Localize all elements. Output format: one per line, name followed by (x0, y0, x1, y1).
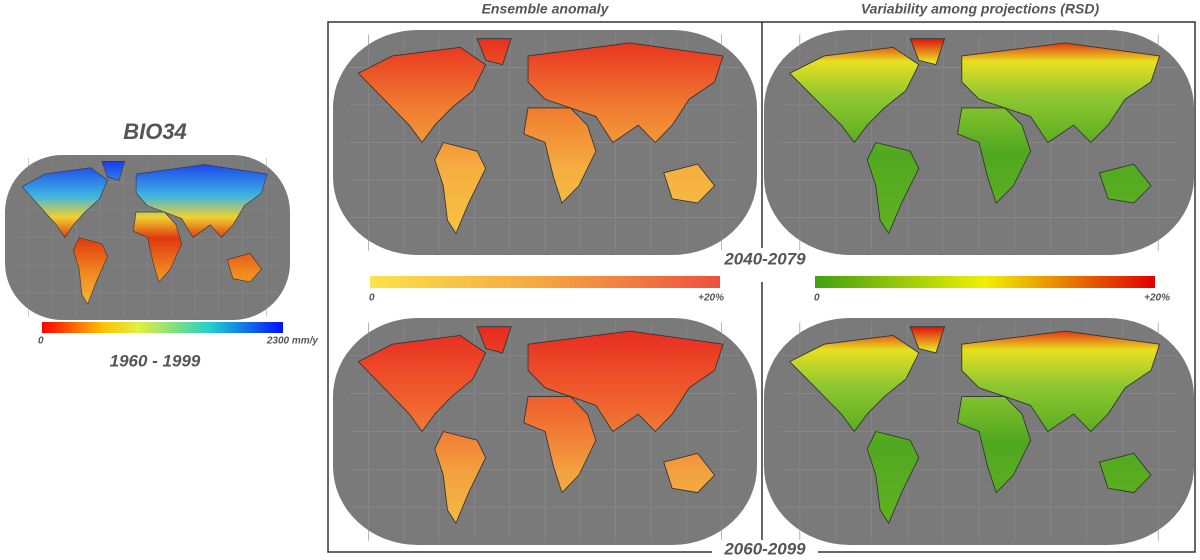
colorbar-max: +20% (1144, 293, 1170, 304)
maps (5, 30, 1194, 545)
column-title: Variability among projections (RSD) (861, 1, 1100, 17)
map (333, 30, 757, 255)
colorbar-max: +20% (698, 293, 724, 304)
colorbar-min: 0 (369, 293, 375, 304)
map (333, 318, 757, 545)
label-bg (712, 540, 818, 560)
column-title: Ensemble anomaly (482, 1, 610, 17)
map (764, 30, 1194, 255)
period-label: 1960 - 1999 (110, 351, 201, 370)
map (5, 155, 290, 320)
period-label: 2060-2099 (723, 539, 806, 558)
colorbar-max: 2300 mm/y (266, 336, 319, 347)
colorbar (815, 276, 1155, 288)
colorbar-min: 0 (38, 336, 44, 347)
colorbar (42, 322, 283, 333)
colorbar (370, 276, 720, 288)
title: BIO34 (123, 119, 187, 144)
map (764, 318, 1194, 545)
period-label: 2040-2079 (723, 249, 806, 268)
colorbar-min: 0 (814, 293, 820, 304)
label-bg (712, 250, 818, 272)
